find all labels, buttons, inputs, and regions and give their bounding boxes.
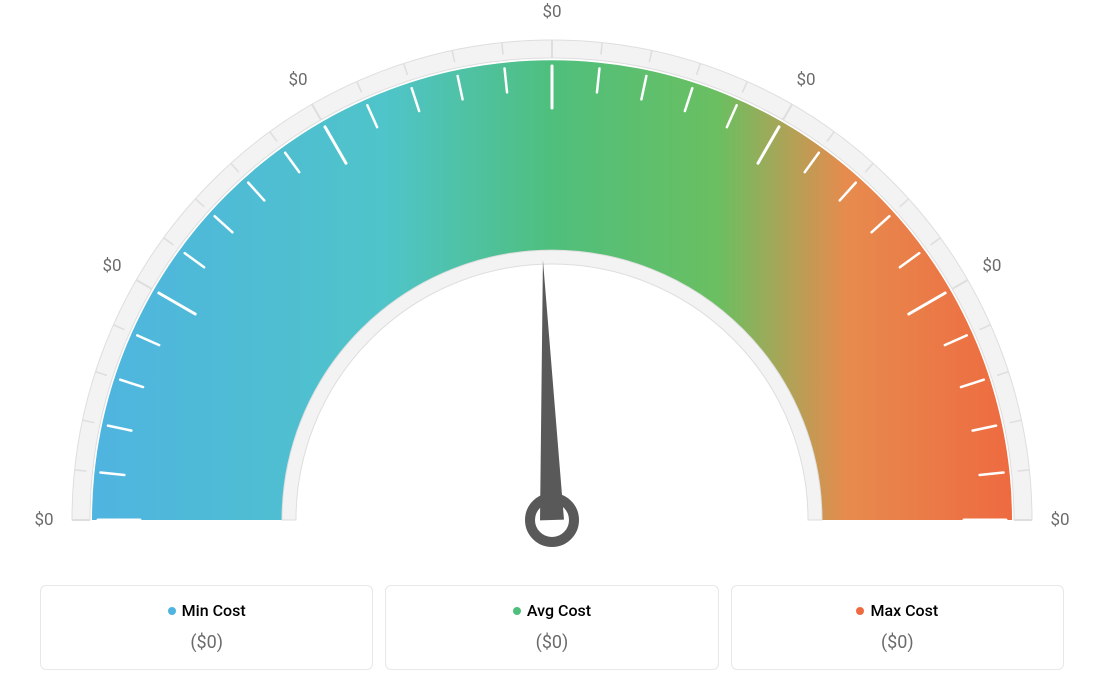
cost-gauge-chart: $0 $0 $0 $0 $0 $0 $0 Min Cost ($0) Avg Cost ($…: [0, 0, 1104, 690]
gauge-tick-label: $0: [796, 70, 815, 90]
gauge-svg: [0, 0, 1104, 560]
gauge-tick-label: $0: [288, 70, 307, 90]
legend-title-max: Max Cost: [856, 601, 938, 620]
legend-card-max: Max Cost ($0): [731, 585, 1064, 671]
legend-label-min: Min Cost: [182, 601, 246, 620]
gauge-tick-label: $0: [982, 256, 1001, 276]
gauge-tick-label: $0: [542, 2, 561, 22]
legend-title-min: Min Cost: [168, 601, 246, 620]
legend-dot-avg: [513, 607, 521, 615]
legend-value-avg: ($0): [396, 632, 707, 653]
legend-card-min: Min Cost ($0): [40, 585, 373, 671]
gauge-tick-label: $0: [102, 256, 121, 276]
legend-card-avg: Avg Cost ($0): [385, 585, 718, 671]
legend-title-avg: Avg Cost: [513, 601, 591, 620]
legend-value-min: ($0): [51, 632, 362, 653]
gauge-tick-label: $0: [34, 510, 53, 530]
legend-row: Min Cost ($0) Avg Cost ($0) Max Cost ($0…: [40, 585, 1064, 671]
legend-dot-max: [856, 607, 864, 615]
legend-value-max: ($0): [742, 632, 1053, 653]
legend-label-avg: Avg Cost: [527, 601, 591, 620]
legend-label-max: Max Cost: [870, 601, 938, 620]
gauge-tick-label: $0: [1050, 510, 1069, 530]
legend-dot-min: [168, 607, 176, 615]
gauge-area: $0 $0 $0 $0 $0 $0 $0: [0, 0, 1104, 560]
